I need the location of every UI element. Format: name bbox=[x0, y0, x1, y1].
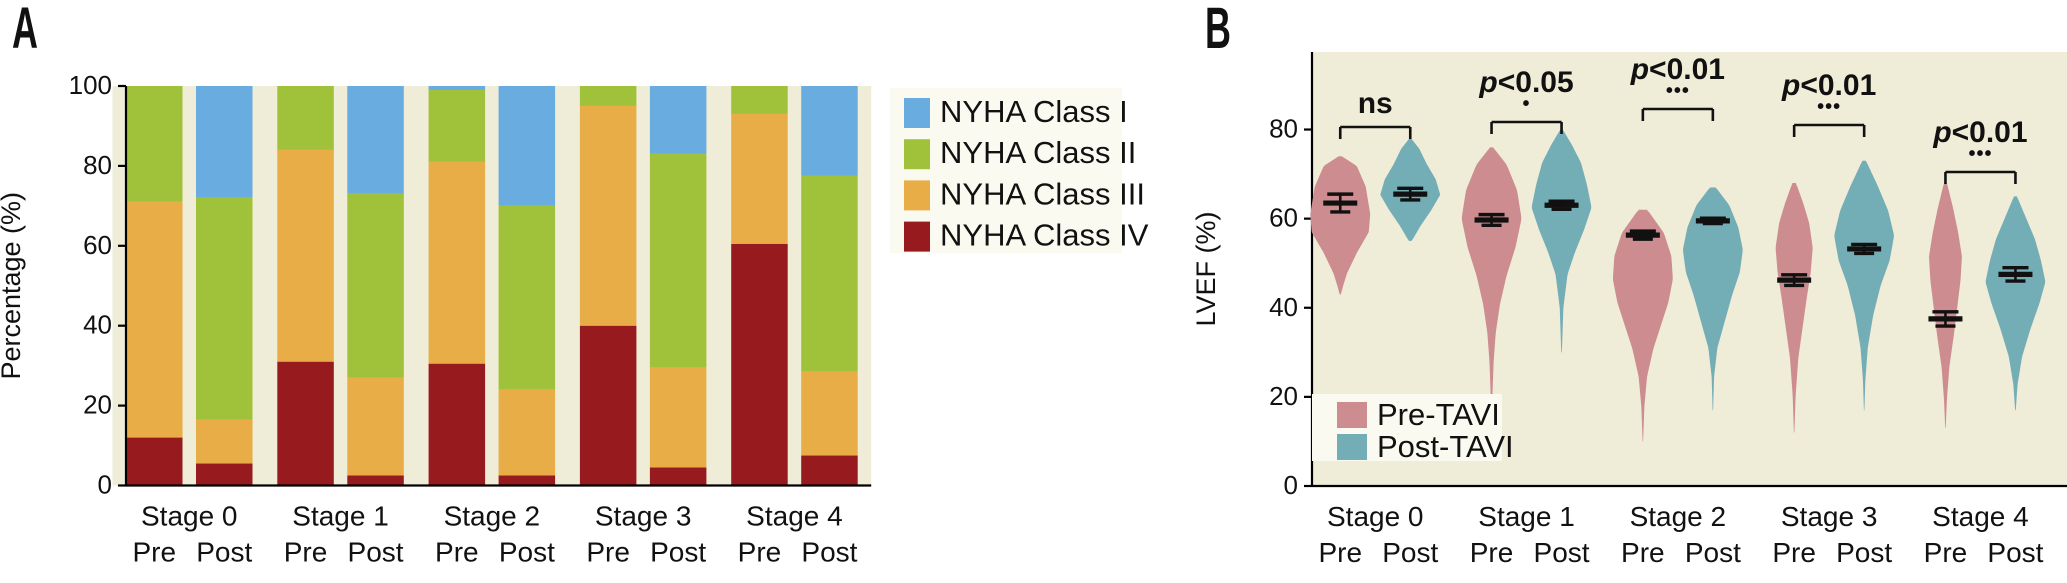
svg-text:p<0.05: p<0.05 bbox=[1478, 66, 1573, 99]
svg-text:Stage 4: Stage 4 bbox=[746, 501, 843, 532]
svg-text:Post-TAVI: Post-TAVI bbox=[1377, 429, 1514, 464]
svg-text:40: 40 bbox=[1269, 292, 1298, 322]
svg-text:NYHA Class IV: NYHA Class IV bbox=[940, 218, 1149, 253]
svg-text:20: 20 bbox=[1269, 381, 1298, 411]
svg-text:80: 80 bbox=[1269, 114, 1298, 144]
svg-text:Stage 1: Stage 1 bbox=[292, 501, 389, 532]
svg-text:60: 60 bbox=[1269, 203, 1298, 233]
svg-text:0: 0 bbox=[98, 470, 112, 500]
svg-text:B: B bbox=[1205, 0, 1231, 61]
svg-text:Post: Post bbox=[348, 537, 404, 568]
svg-text:Post: Post bbox=[1534, 537, 1590, 568]
svg-text:Post: Post bbox=[1685, 537, 1741, 568]
svg-text:20: 20 bbox=[83, 390, 112, 420]
svg-text:p<0.01: p<0.01 bbox=[1630, 53, 1725, 86]
svg-text:A: A bbox=[12, 0, 38, 61]
svg-text:Pre: Pre bbox=[1772, 537, 1816, 568]
svg-text:Post: Post bbox=[1987, 537, 2043, 568]
svg-text:Post: Post bbox=[1382, 537, 1438, 568]
svg-text:Pre: Pre bbox=[1470, 537, 1514, 568]
svg-text:0: 0 bbox=[1284, 470, 1298, 500]
svg-text:Post: Post bbox=[499, 537, 555, 568]
svg-text:Stage 3: Stage 3 bbox=[1781, 501, 1878, 532]
svg-text:Stage 2: Stage 2 bbox=[1630, 501, 1727, 532]
svg-text:Stage 0: Stage 0 bbox=[1327, 501, 1424, 532]
svg-text:NYHA Class I: NYHA Class I bbox=[940, 94, 1128, 129]
svg-text:Post: Post bbox=[1836, 537, 1892, 568]
svg-text:Post: Post bbox=[196, 537, 252, 568]
svg-text:100: 100 bbox=[69, 70, 112, 100]
svg-text:NYHA Class II: NYHA Class II bbox=[940, 135, 1136, 170]
svg-text:Stage 4: Stage 4 bbox=[1932, 501, 2029, 532]
svg-text:LVEF (%): LVEF (%) bbox=[1191, 211, 1221, 326]
svg-text:40: 40 bbox=[83, 310, 112, 340]
svg-text:Pre: Pre bbox=[1318, 537, 1362, 568]
svg-text:Post: Post bbox=[801, 537, 857, 568]
svg-text:Post: Post bbox=[650, 537, 706, 568]
svg-text:Pre: Pre bbox=[284, 537, 328, 568]
svg-text:Pre: Pre bbox=[586, 537, 630, 568]
svg-text:p<0.01: p<0.01 bbox=[1781, 69, 1876, 102]
svg-text:ns: ns bbox=[1358, 87, 1393, 120]
svg-text:Pre: Pre bbox=[435, 537, 479, 568]
svg-text:Pre: Pre bbox=[1924, 537, 1968, 568]
svg-text:80: 80 bbox=[83, 150, 112, 180]
svg-text:NYHA Class III: NYHA Class III bbox=[940, 176, 1145, 211]
svg-text:Pre: Pre bbox=[738, 537, 782, 568]
svg-text:Pre-TAVI: Pre-TAVI bbox=[1377, 397, 1500, 432]
svg-text:p<0.01: p<0.01 bbox=[1932, 116, 2027, 149]
svg-text:Percentage (%): Percentage (%) bbox=[0, 192, 26, 380]
svg-text:Pre: Pre bbox=[1621, 537, 1665, 568]
svg-text:Stage 1: Stage 1 bbox=[1478, 501, 1575, 532]
svg-text:Stage 0: Stage 0 bbox=[141, 501, 238, 532]
svg-text:Pre: Pre bbox=[132, 537, 176, 568]
svg-text:Stage 2: Stage 2 bbox=[444, 501, 541, 532]
svg-text:60: 60 bbox=[83, 230, 112, 260]
svg-text:Stage 3: Stage 3 bbox=[595, 501, 692, 532]
